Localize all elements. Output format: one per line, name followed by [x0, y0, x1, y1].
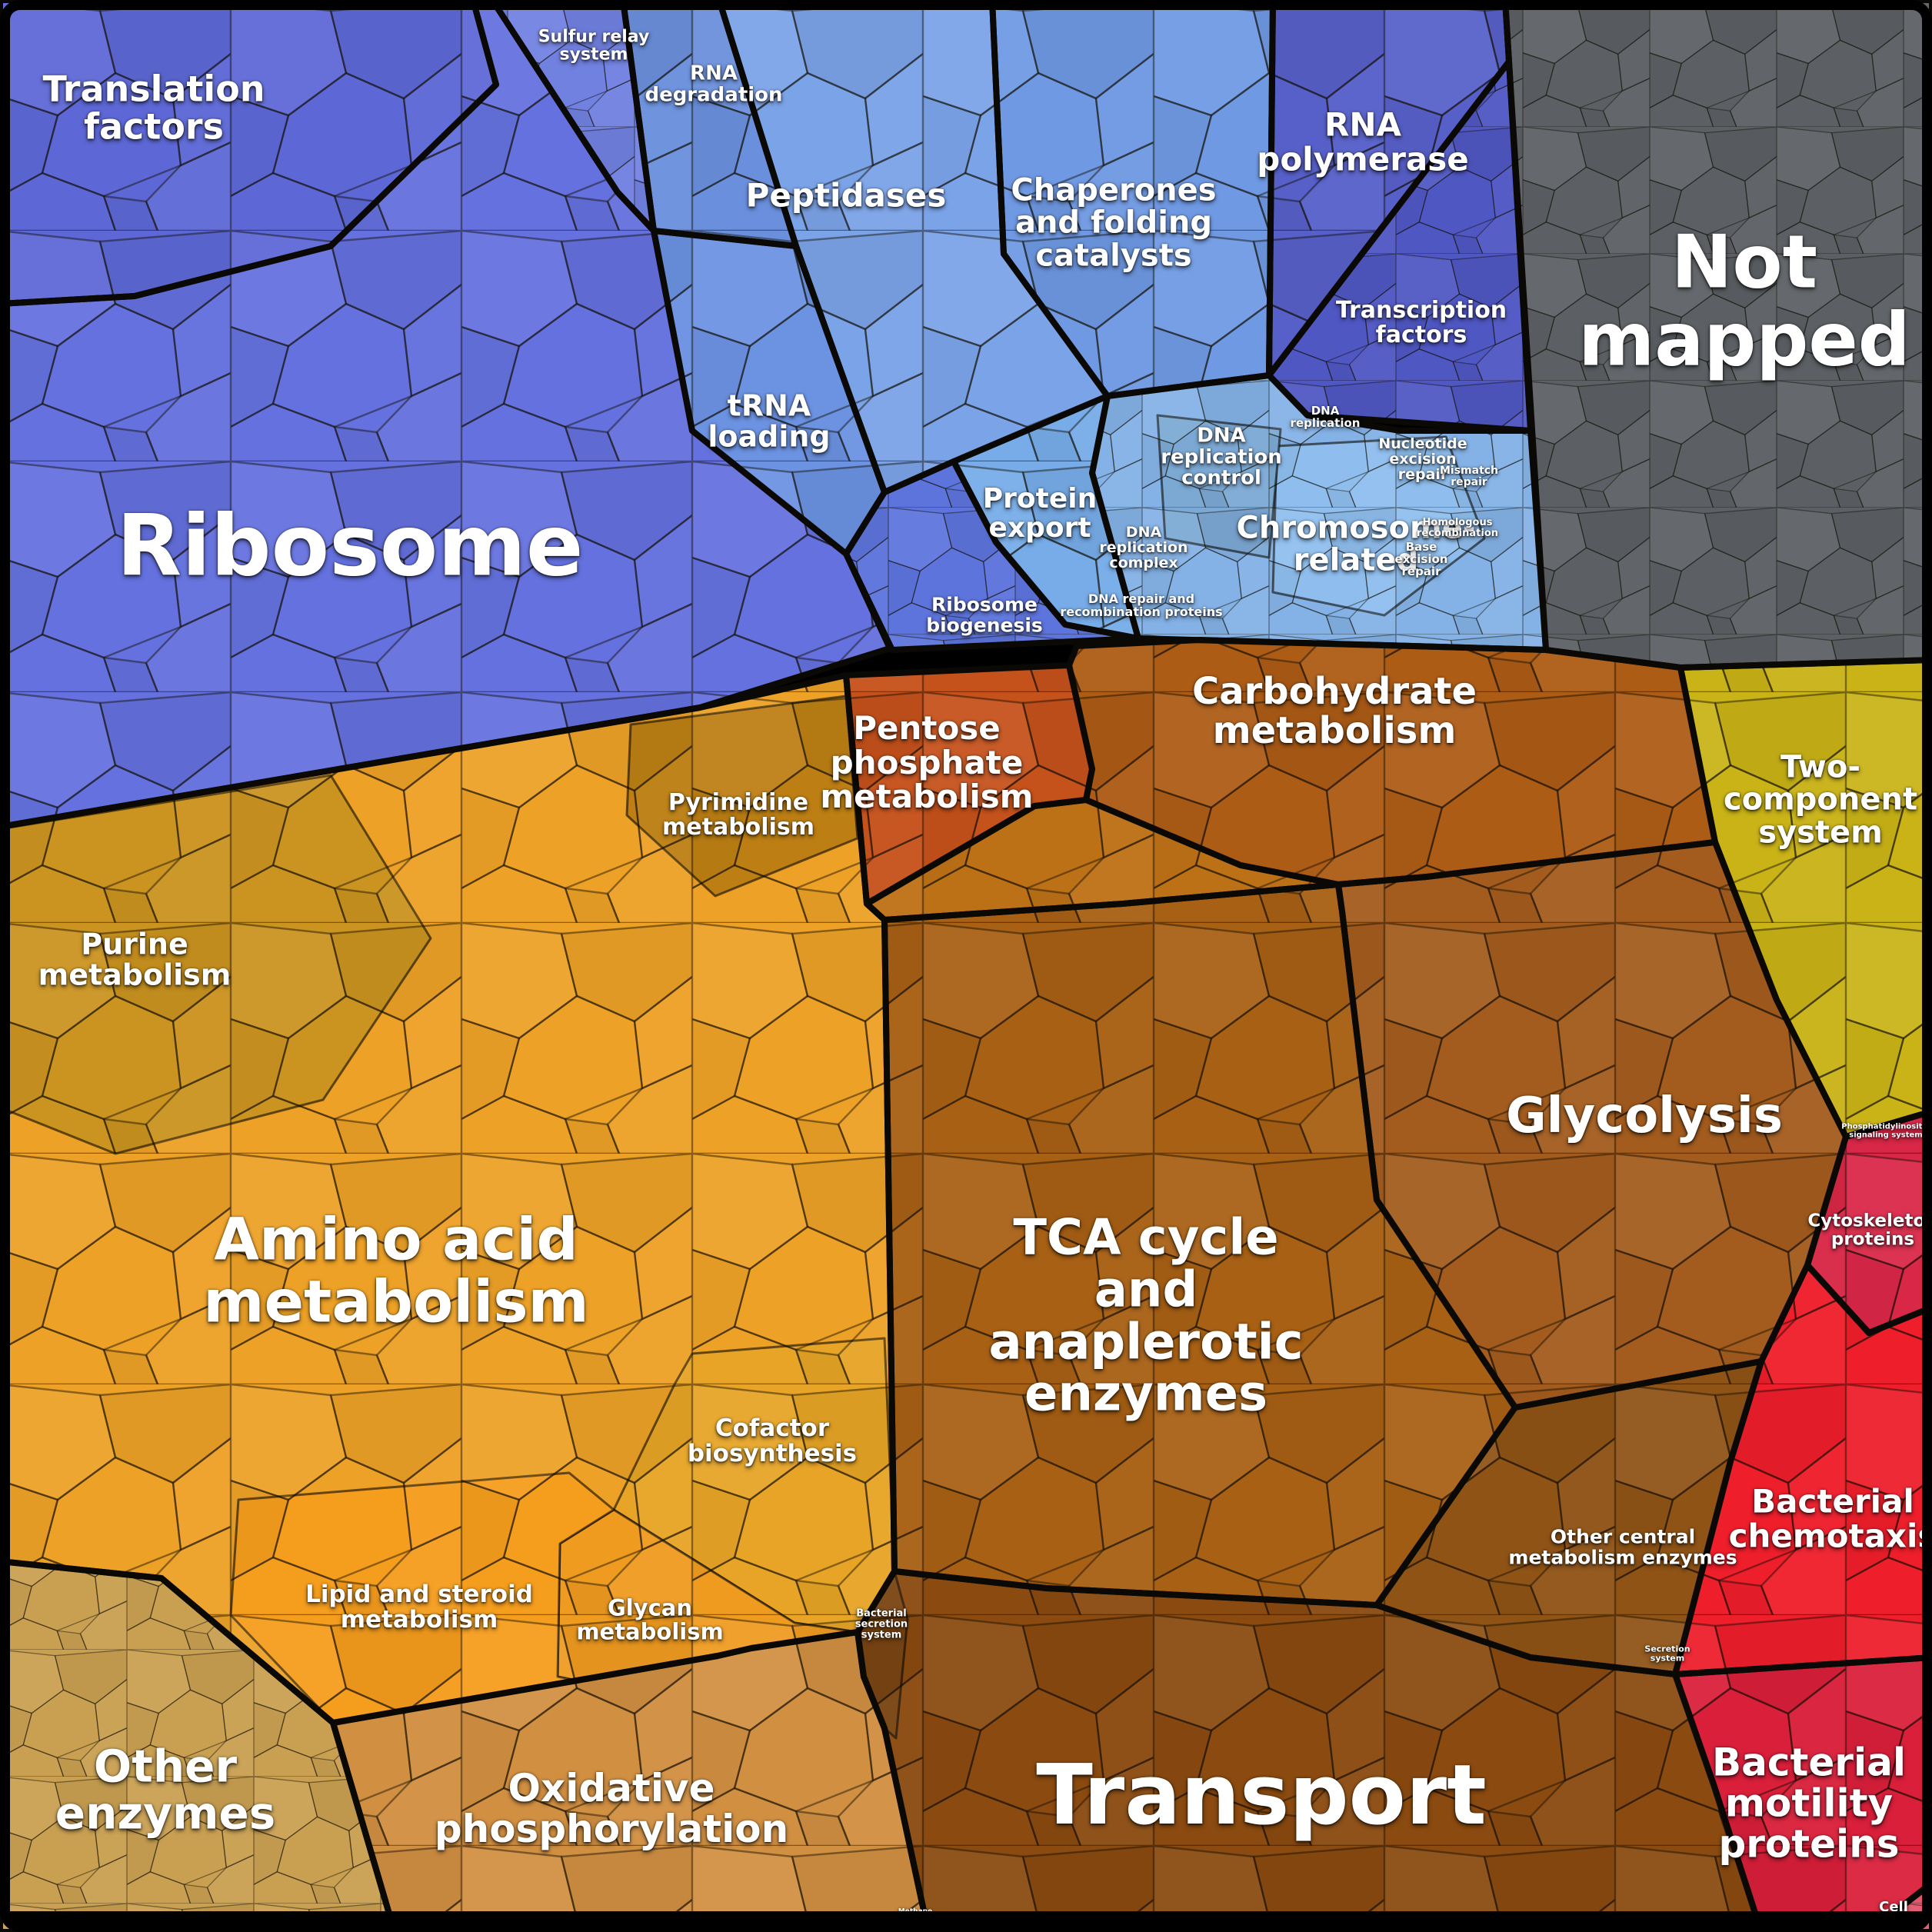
subregion-dna-replication-control-cell[interactable]	[1156, 414, 1282, 559]
region-not-mapped[interactable]	[1505, 0, 1932, 668]
